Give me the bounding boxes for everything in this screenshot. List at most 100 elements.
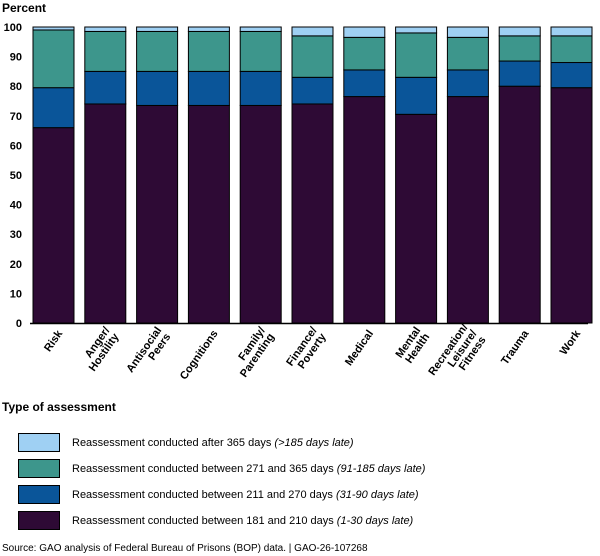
bar-segment <box>136 26 179 32</box>
bar-segment <box>32 127 75 324</box>
bar-segment <box>32 29 75 89</box>
x-tick-label-line: Work <box>558 327 584 357</box>
bar-stack <box>239 26 282 324</box>
bar-segment <box>84 70 127 105</box>
source-note: Source: GAO analysis of Federal Bureau o… <box>2 543 368 554</box>
bar-segment <box>291 26 334 37</box>
bar-segment <box>291 35 334 78</box>
bar-segment <box>32 87 75 129</box>
legend-swatch <box>18 459 60 478</box>
x-tick-label: Finance/Poverty <box>284 324 329 374</box>
bar-segment <box>446 36 489 71</box>
bar-segment <box>187 26 230 32</box>
x-tick-label: AntisocialPeers <box>124 325 173 381</box>
bar-segment <box>550 26 593 37</box>
x-tick-label-line: Cognitions <box>178 328 221 382</box>
legend: Reassessment conducted after 365 days (>… <box>18 432 425 536</box>
bar-segment <box>395 113 438 324</box>
y-tick-label: 80 <box>10 81 22 93</box>
bar-segment <box>498 35 541 62</box>
bar-segment <box>239 26 282 32</box>
legend-series-note: (91-185 days late) <box>336 462 426 475</box>
bar-stack <box>446 26 489 324</box>
bar-segment <box>343 69 386 98</box>
bar-segment <box>84 30 127 72</box>
x-tick-label-line: Medical <box>343 328 376 368</box>
bar-stack <box>498 26 541 324</box>
bar-segment <box>32 26 75 31</box>
y-tick-label: 100 <box>4 22 22 34</box>
x-tick-label: Work <box>558 327 584 357</box>
legend-label: Reassessment conducted between 181 and 2… <box>72 515 413 527</box>
x-tick-label-line: Risk <box>42 327 66 354</box>
legend-series-note: (31-90 days late) <box>335 488 419 501</box>
x-tick-label: Recreation/Leisure/Fitness <box>426 322 488 391</box>
bar-stack <box>84 26 127 324</box>
bar-segment <box>136 104 179 324</box>
bar-stack <box>187 26 230 324</box>
bar-segment <box>446 26 489 38</box>
x-tick-label: Risk <box>42 327 66 354</box>
legend-series-name: Reassessment conducted between 271 and 3… <box>72 462 337 475</box>
legend-series-name: Reassessment conducted between 181 and 2… <box>72 514 337 527</box>
x-tick-label: Medical <box>343 328 376 368</box>
legend-label: Reassessment conducted between 211 and 2… <box>72 489 419 501</box>
legend-swatch <box>18 485 60 504</box>
y-tick-label: 50 <box>10 170 22 182</box>
bar-segment <box>239 104 282 324</box>
x-axis-category-labels: Risk Anger/Hostility AntisocialPeers Cognit… <box>42 322 584 391</box>
y-tick-label: 40 <box>10 200 22 212</box>
bar-segment <box>395 26 438 34</box>
bar-stack <box>550 26 593 324</box>
bar-segment <box>136 30 179 72</box>
bar-stack <box>32 26 75 324</box>
bar-segment <box>343 36 386 71</box>
x-tick-label: MentalHealth <box>394 325 433 367</box>
bar-segment <box>187 104 230 324</box>
bar-segment <box>291 76 334 105</box>
bar-stack <box>395 26 438 324</box>
x-tick-label: Family/Parenting <box>229 325 277 380</box>
bar-segment <box>291 103 334 324</box>
y-tick-label: 90 <box>10 52 22 64</box>
bar-segment <box>498 26 541 37</box>
bar-segment <box>395 32 438 78</box>
legend-item: Reassessment conducted between 211 and 2… <box>18 484 425 505</box>
bar-segment <box>498 85 541 324</box>
bar-segment <box>343 26 386 38</box>
bar-segment <box>84 26 127 32</box>
bar-segment <box>187 30 230 72</box>
legend-item: Reassessment conducted between 181 and 2… <box>18 510 425 531</box>
y-tick-label: 20 <box>10 259 22 271</box>
x-tick-label: Trauma <box>499 327 532 367</box>
legend-series-name: Reassessment conducted after 365 days <box>72 436 275 449</box>
bars <box>32 26 593 324</box>
legend-item: Reassessment conducted between 271 and 3… <box>18 458 425 479</box>
bar-segment <box>446 69 489 98</box>
bar-segment <box>187 70 230 106</box>
bar-segment <box>498 60 541 87</box>
bar-segment <box>395 76 438 115</box>
legend-series-note: (1-30 days late) <box>336 514 414 527</box>
bar-segment <box>550 35 593 64</box>
x-tick-label: Cognitions <box>178 328 221 382</box>
bar-stack <box>291 26 334 324</box>
y-tick-label: 60 <box>10 140 22 152</box>
bar-segment <box>343 96 386 324</box>
legend-label: Reassessment conducted after 365 days (>… <box>72 437 354 449</box>
x-axis-label: Type of assessment <box>2 400 116 414</box>
bar-segment <box>239 70 282 106</box>
y-tick-label: 0 <box>16 318 22 330</box>
bar-segment <box>550 87 593 324</box>
y-tick-label: 10 <box>10 288 22 300</box>
x-tick-label: Anger/Hostility <box>78 324 122 373</box>
stacked-bar-chart: Percent 0 10 20 30 40 50 60 70 80 90 100 Risk Anger… <box>2 1 593 391</box>
legend-label: Reassessment conducted between 271 and 3… <box>72 463 425 475</box>
legend-series-name: Reassessment conducted between 211 and 2… <box>72 488 336 501</box>
legend-swatch <box>18 433 60 452</box>
x-tick-label-line: Trauma <box>499 327 532 367</box>
bar-stack <box>343 26 386 324</box>
bar-segment <box>84 103 127 324</box>
bar-segment <box>446 96 489 324</box>
bar-segment <box>136 70 179 106</box>
